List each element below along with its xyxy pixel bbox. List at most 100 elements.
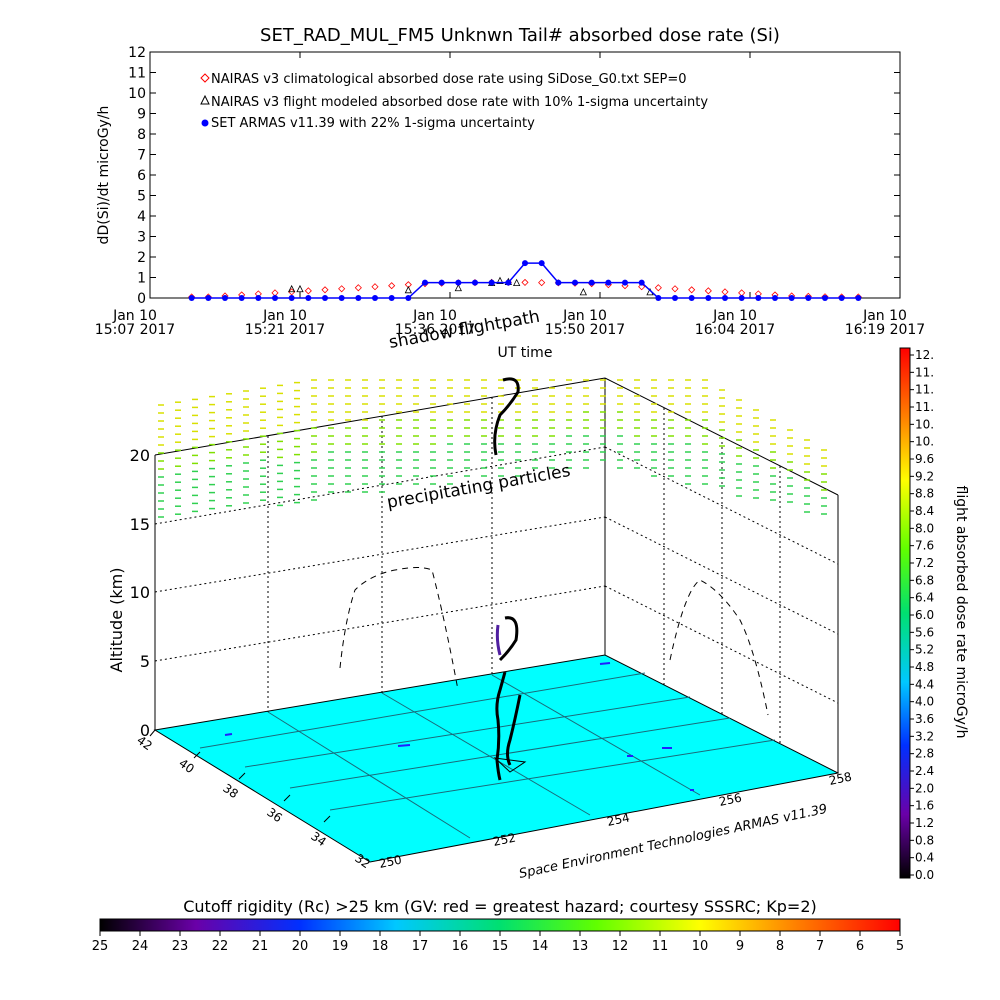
set-armas-point: [755, 295, 762, 301]
dose-colorbar-label: flight absorbed dose rate microGy/h: [953, 486, 969, 739]
dose-colorbar-tick-label: 5.6: [915, 625, 934, 639]
set-armas-point: [805, 295, 812, 301]
dose-colorbar-tick-label: 11.: [915, 400, 934, 414]
set-armas-point: [272, 295, 278, 301]
dose-colorbar: [899, 347, 911, 879]
nairas-flight-point: [288, 284, 296, 293]
dose-colorbar-tick-label: 6.4: [915, 591, 934, 605]
rigidity-tick-label: 6: [856, 939, 864, 954]
nairas-climatological-point: [338, 285, 346, 293]
rigidity-tick-label: 20: [292, 939, 309, 954]
longitude-tick: 256: [718, 790, 743, 808]
set-armas-point: [455, 279, 462, 286]
top-x-tick-label: Jan 10: [412, 308, 457, 324]
set-armas-point: [538, 260, 545, 267]
rigidity-tick-label: 14: [532, 939, 549, 954]
longitude-tick: 252: [492, 830, 517, 848]
3d-altitude-gridlines: [154, 397, 839, 744]
top-series-group: [188, 260, 862, 301]
top-x-tick-label: Jan 10: [562, 308, 607, 324]
nairas-flight-point: [513, 278, 521, 287]
top-y-tick-label: 10: [128, 86, 146, 102]
nairas-climatological-point: [738, 289, 746, 297]
top-x-tick-label: 16:04 2017: [695, 322, 775, 338]
dose-colorbar-tick-label: 9.2: [915, 469, 934, 483]
set-armas-point: [305, 295, 312, 301]
top-y-tick-label: 11: [128, 66, 146, 82]
set-armas-point: [405, 295, 412, 301]
rigidity-tick-label: 22: [212, 939, 229, 954]
latitude-tick: 40: [176, 756, 197, 776]
rigidity-tick-label: 25: [92, 939, 109, 954]
set-armas-point: [705, 295, 712, 301]
nairas-flight-point: [296, 284, 304, 293]
top-x-tick-label: 16:19 2017: [845, 322, 925, 338]
rigidity-tick-label: 21: [252, 939, 269, 954]
set-armas-point: [188, 295, 195, 301]
set-armas-point: [572, 279, 578, 286]
dose-colorbar-tick-label: 6.0: [915, 608, 934, 622]
altitude-axis-label: Altitude (km): [107, 568, 126, 673]
rigidity-tick-label: 19: [332, 939, 349, 954]
top-x-tick-label: 15:21 2017: [245, 322, 325, 338]
set-armas-point: [472, 279, 478, 286]
top-x-tick-label: Jan 10: [712, 308, 757, 324]
set-armas-point: [288, 295, 295, 301]
set-armas-point: [322, 295, 328, 301]
longitude-tick: 250: [378, 852, 403, 870]
set-armas-point: [372, 295, 378, 301]
set-armas-point: [672, 295, 678, 301]
top-y-tick-label: 7: [137, 148, 146, 164]
latitude-tick: 38: [220, 781, 241, 801]
top-chart-title: SET_RAD_MUL_FM5 Unknwn Tail# absorbed do…: [260, 25, 780, 46]
rigidity-tick-label: 13: [572, 939, 589, 954]
dose-colorbar-tick-label: 0.4: [915, 851, 934, 865]
dose-colorbar-tick-label: 3.2: [915, 729, 934, 743]
dose-colorbar-tick-label: 8.4: [915, 504, 934, 518]
3d-floor-grid: [199, 672, 776, 839]
altitude-tick: 15: [130, 515, 150, 534]
rigidity-tick-label: 15: [492, 939, 509, 954]
rigidity-tick-label: 5: [896, 939, 904, 954]
set-armas-point: [438, 279, 445, 286]
dose-colorbar-tick-label: 4.4: [915, 677, 934, 691]
flight-path-shadow: [495, 624, 502, 656]
nairas-climatological-point: [688, 286, 696, 294]
dose-colorbar-tick-label: 0.8: [915, 833, 934, 847]
wall-shadow-arcs: [339, 567, 769, 716]
set-armas-point: [205, 295, 212, 301]
altitude-tick: 20: [130, 446, 150, 465]
rigidity-tick-label: 18: [372, 939, 389, 954]
set-armas-point: [505, 279, 512, 286]
top-y-tick-label: 6: [137, 168, 146, 184]
set-armas-point: [822, 295, 828, 301]
3d-panel: 0 5 10 15 20 Altitude (km) 42 40 38 36 3…: [107, 307, 853, 882]
dose-colorbar-tick-label: 6.8: [915, 573, 934, 587]
altitude-ticks: 0 5 10 15 20: [130, 446, 150, 740]
dose-colorbar-tick-label: 2.8: [915, 747, 934, 761]
set-armas-point: [255, 295, 262, 301]
dose-colorbar-tick-label: 0.0: [915, 868, 934, 882]
cutoff-rigidity-title: Cutoff rigidity (Rc) >25 km (GV: red = g…: [183, 897, 817, 916]
set-armas-point: [855, 295, 862, 301]
dose-colorbar-tick-label: 11.: [915, 365, 934, 379]
top-y-axis-label: dD(Si)/dt microGy/h: [96, 106, 112, 245]
rigidity-tick-label: 7: [816, 939, 824, 954]
top-y-tick-label: 4: [137, 209, 146, 225]
dose-colorbar-tick-label: 11.: [915, 383, 934, 397]
cutoff-rigidity-colorbar: [99, 918, 901, 932]
rigidity-tick-label: 9: [736, 939, 744, 954]
nairas-climatological-point: [638, 283, 646, 291]
legend-item-set-armas: SET ARMAS v11.39 with 22% 1-sigma uncert…: [211, 116, 535, 131]
nairas-flight-point: [496, 276, 504, 284]
dose-colorbar-tick-label: 4.0: [915, 695, 934, 709]
set-armas-point: [338, 295, 345, 301]
top-y-tick-label: 1: [137, 271, 146, 287]
altitude-tick: 0: [140, 721, 150, 740]
rigidity-tick-label: 10: [692, 939, 709, 954]
aircraft-marker: [493, 757, 527, 773]
set-armas-point: [605, 279, 612, 286]
legend-item-nairas-climatological: NAIRAS v3 climatological absorbed dose r…: [211, 72, 687, 87]
